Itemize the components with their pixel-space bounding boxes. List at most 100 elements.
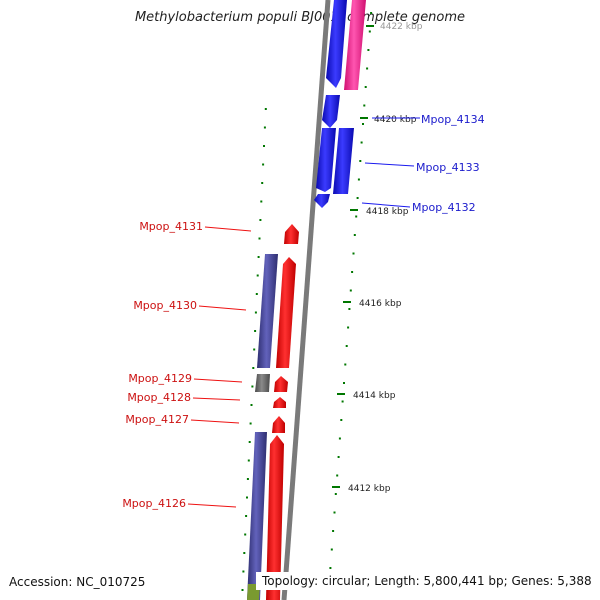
scale-dot: [263, 145, 265, 147]
scale-dot: [256, 274, 259, 277]
label-leader: [204, 226, 252, 232]
gene-feature[interactable]: [274, 376, 288, 392]
scale-dot: [359, 160, 362, 162]
gene-feature-mpop-4127[interactable]: [272, 416, 285, 433]
scale-dot: [348, 308, 351, 310]
gene-feature[interactable]: [322, 95, 340, 128]
gene-labels-right: Mpop_4134 Mpop_4133 Mpop_4132: [361, 113, 485, 214]
scale-dot: [363, 104, 366, 107]
scale-dot: [351, 271, 354, 273]
scale-dot: [258, 237, 261, 240]
gene-label-mpop-4133[interactable]: Mpop_4133: [416, 161, 480, 174]
gene-feature[interactable]: [276, 257, 296, 368]
scale-dot: [254, 311, 257, 314]
scale-dot: [366, 67, 369, 70]
label-leader: [364, 162, 415, 167]
scale-dot: [251, 385, 254, 388]
gene-feature-mpop-4131[interactable]: [284, 224, 299, 244]
gene-feature-mpop-4129[interactable]: [255, 374, 270, 392]
scale-dot: [250, 404, 253, 406]
backbone-line: [281, 0, 331, 600]
label-leader: [198, 305, 247, 311]
gene-label-mpop-4127[interactable]: Mpop_4127: [125, 413, 189, 426]
scale-dot: [337, 456, 340, 458]
scale-dot: [247, 459, 250, 462]
gene-feature-mpop-4128[interactable]: [273, 397, 286, 408]
scale-dot: [336, 474, 339, 477]
gene-feature-mpop-4134[interactable]: [316, 128, 336, 192]
gene-label-mpop-4129[interactable]: Mpop_4129: [128, 372, 192, 385]
tick-label-4420: 4420 kbp: [374, 115, 417, 125]
gene-feature[interactable]: [266, 435, 284, 600]
accession-label: Accession: NC_010725: [9, 575, 146, 589]
scale-dot: [242, 570, 245, 573]
scale-dot: [352, 252, 355, 255]
scale-dot: [355, 215, 358, 218]
scale-dot: [360, 141, 363, 144]
gene-label-mpop-4131[interactable]: Mpop_4131: [139, 220, 203, 233]
scale-dot: [340, 419, 343, 421]
scale-dot: [244, 533, 247, 536]
tick-label-4418: 4418 kbp: [366, 207, 409, 217]
scale-dot: [264, 108, 267, 110]
gene-label-mpop-4132[interactable]: Mpop_4132: [412, 201, 476, 214]
scale-dot: [248, 441, 251, 443]
gene-label-mpop-4130[interactable]: Mpop_4130: [133, 299, 197, 312]
tick-label-4414: 4414 kbp: [353, 391, 396, 401]
genome-summary: Topology: circular; Length: 5,800,441 bp…: [256, 572, 598, 590]
scale-dot: [243, 552, 246, 554]
gene-label-mpop-4126[interactable]: Mpop_4126: [122, 497, 186, 510]
map-title: Methylobacterium populi BJ001, complete …: [134, 10, 466, 25]
scale-dot: [341, 400, 344, 403]
scale-dot: [356, 197, 359, 199]
gene-feature-mpop-4126[interactable]: [247, 432, 267, 600]
scale-ticks-inner: [241, 108, 267, 591]
scale-dot: [254, 330, 257, 332]
gene-label-mpop-4128[interactable]: Mpop_4128: [127, 391, 191, 404]
scale-dot: [362, 123, 364, 125]
scale-dot: [367, 49, 370, 51]
gene-feature[interactable]: [344, 0, 366, 90]
scale-dot: [347, 326, 350, 329]
scale-dot: [255, 293, 258, 295]
tick-label-4422: 4422 kbp: [380, 22, 423, 32]
scale-dot: [259, 219, 262, 221]
scale-dot: [253, 348, 256, 351]
gene-feature-mpop-4133[interactable]: [333, 128, 354, 194]
scale-labels: 4422 kbp 4420 kbp 4418 kbp 4416 kbp 4414…: [332, 22, 423, 494]
scale-dot: [364, 86, 367, 88]
tick-label-4416: 4416 kbp: [359, 299, 402, 309]
forward-strand-genes: [314, 0, 366, 208]
scale-dot: [370, 12, 373, 14]
scale-dot: [246, 478, 249, 480]
scale-dot: [257, 256, 260, 258]
label-leader: [192, 397, 241, 401]
scale-dot: [368, 30, 371, 33]
gene-feature[interactable]: [326, 0, 347, 88]
scale-dot: [249, 422, 252, 425]
scale-dot: [334, 493, 337, 495]
scale-dot: [338, 437, 341, 440]
label-leader: [361, 202, 411, 208]
scale-dot: [252, 367, 255, 369]
label-leader: [193, 378, 243, 383]
label-leader: [187, 503, 237, 508]
gene-labels-left: Mpop_4131 Mpop_4130 Mpop_4129 Mpop_4128 …: [122, 220, 252, 510]
label-leader: [190, 419, 240, 424]
scale-dot: [263, 126, 266, 129]
scale-dot: [344, 363, 347, 366]
gene-feature-mpop-4132[interactable]: [314, 194, 330, 208]
reverse-strand-genes: [247, 224, 299, 600]
scale-dot: [329, 567, 332, 569]
scale-dot: [246, 496, 248, 499]
scale-dot: [345, 345, 348, 347]
scale-dot: [241, 589, 244, 591]
gene-label-mpop-4134[interactable]: Mpop_4134: [421, 113, 485, 126]
tick-label-4412: 4412 kbp: [348, 484, 391, 494]
scale-dot: [262, 163, 265, 166]
scale-dot: [353, 234, 356, 236]
scale-dot: [349, 289, 352, 292]
scale-dot: [260, 200, 263, 203]
gene-feature-mpop-4130[interactable]: [257, 254, 278, 368]
